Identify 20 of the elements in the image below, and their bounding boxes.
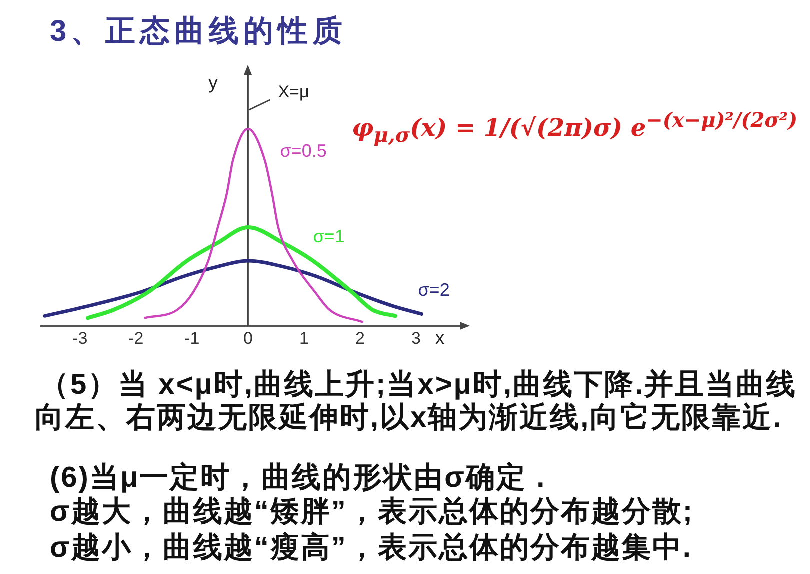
- series-label: σ=1: [313, 226, 345, 246]
- series-label: σ=2: [418, 280, 450, 300]
- annotation: φ$_{μ,σ}$(x) = 1/(√(2π)σ) e$^{−(x−μ)²/(2σ²)}$: [352, 107, 798, 149]
- x-tick-label: 2: [355, 328, 365, 348]
- series-label: σ=0.5: [280, 140, 327, 161]
- ref-line-label: X=μ: [278, 82, 310, 102]
- text: σ越小，曲线越“瘦高”，表示总体的分布越集中.: [50, 532, 692, 564]
- x-tick-label: 0: [243, 328, 253, 348]
- text: 向左、右两边无限延伸时,以x轴为渐近线,向它无限靠近.: [35, 402, 783, 434]
- x-tick-label: -1: [184, 328, 200, 348]
- x-tick-label: -3: [72, 328, 88, 348]
- text: （5）当 x<μ时,曲线上升;当x>μ时,曲线下降.并且当曲线: [40, 369, 798, 401]
- text: σ越大，曲线越“矮胖”，表示总体的分布越分散;: [50, 496, 694, 528]
- x-tick-label: 3: [411, 328, 421, 348]
- x-tick-label: 1: [299, 328, 309, 348]
- y-axis-title: y: [208, 72, 218, 93]
- text: (6)当μ一定时，曲线的形状由σ确定 .: [50, 462, 546, 494]
- x-tick-label: -2: [128, 328, 144, 348]
- x-axis-title: x: [436, 328, 444, 348]
- chart-title: 3、正态曲线的性质: [50, 15, 348, 49]
